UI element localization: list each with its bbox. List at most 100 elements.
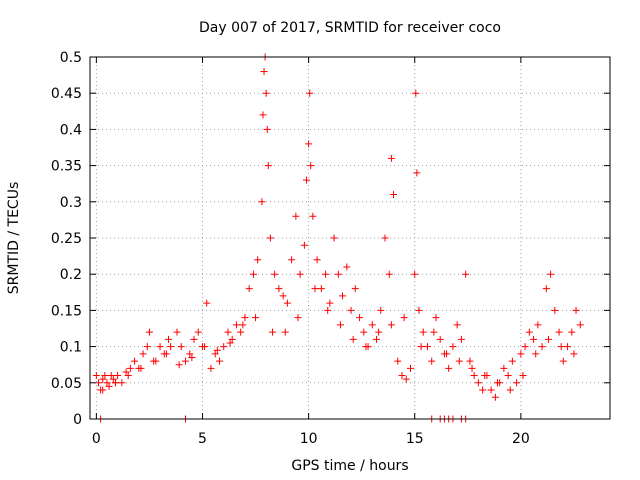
data-point: [313, 256, 321, 264]
x-tick-label: 10: [300, 431, 318, 447]
data-point: [175, 361, 183, 369]
y-tick-label: 0.45: [51, 86, 82, 102]
data-point: [173, 328, 181, 336]
data-point: [260, 67, 268, 75]
data-point: [249, 270, 257, 278]
data-point: [254, 256, 262, 264]
data-point: [347, 306, 355, 314]
data-point: [519, 372, 527, 380]
data-point: [150, 357, 158, 365]
data-point: [368, 321, 376, 329]
data-point: [309, 212, 317, 220]
y-tick-label: 0.4: [60, 122, 82, 138]
data-point: [468, 364, 476, 372]
data-point: [188, 353, 196, 361]
data-point: [466, 357, 474, 365]
data-point: [436, 335, 444, 343]
x-tick-label: 20: [512, 431, 530, 447]
data-point: [105, 382, 113, 390]
data-point: [92, 372, 100, 380]
data-point: [111, 379, 119, 387]
data-point: [239, 321, 247, 329]
data-point: [570, 350, 578, 358]
data-point: [322, 270, 330, 278]
data-point: [201, 343, 209, 351]
data-point: [544, 335, 552, 343]
chart-title: Day 007 of 2017, SRMTID for receiver coc…: [199, 20, 501, 36]
data-point: [412, 89, 420, 97]
data-point: [381, 234, 389, 242]
data-point: [334, 270, 342, 278]
data-point: [462, 270, 470, 278]
data-point: [402, 375, 410, 383]
data-point: [252, 314, 260, 322]
data-point: [165, 335, 173, 343]
data-point: [508, 357, 516, 365]
data-point: [419, 328, 427, 336]
data-point: [387, 154, 395, 162]
data-point: [455, 357, 463, 365]
data-point: [245, 285, 253, 293]
data-point: [479, 386, 487, 394]
data-point: [572, 306, 580, 314]
data-point: [228, 335, 236, 343]
data-point: [445, 364, 453, 372]
data-point: [241, 314, 249, 322]
data-point: [538, 343, 546, 351]
data-point: [211, 350, 219, 358]
data-point: [362, 343, 370, 351]
y-tick-label: 0.35: [51, 159, 82, 175]
data-point: [385, 270, 393, 278]
data-point: [349, 335, 357, 343]
y-tick-label: 0: [73, 412, 82, 428]
data-point: [307, 162, 315, 170]
data-point: [281, 328, 289, 336]
y-tick-label: 0.5: [60, 50, 82, 66]
data-point: [203, 299, 211, 307]
y-tick-label: 0.1: [60, 340, 82, 356]
plot-frame: [89, 56, 611, 420]
x-tick-label: 15: [406, 431, 424, 447]
data-point: [506, 386, 514, 394]
data-point: [279, 292, 287, 300]
data-point: [494, 379, 502, 387]
data-point: [390, 191, 398, 199]
y-tick-label: 0.2: [60, 267, 82, 283]
data-point: [564, 343, 572, 351]
data-point: [143, 343, 151, 351]
y-tick-label: 0.05: [51, 376, 82, 392]
data-point: [398, 372, 406, 380]
data-point: [213, 346, 221, 354]
data-point: [415, 306, 423, 314]
data-point: [99, 386, 107, 394]
data-point: [101, 372, 109, 380]
data-point: [557, 343, 565, 351]
data-point: [266, 234, 274, 242]
data-point: [124, 372, 132, 380]
data-point: [264, 162, 272, 170]
x-tick-label: 0: [92, 431, 101, 447]
data-point: [300, 241, 308, 249]
data-points: [92, 53, 584, 423]
data-point: [139, 350, 147, 358]
data-point: [443, 350, 451, 358]
data-point: [400, 314, 408, 322]
data-point: [263, 125, 271, 133]
data-point: [94, 379, 102, 387]
data-point: [532, 350, 540, 358]
data-point: [317, 285, 325, 293]
data-point: [122, 368, 130, 376]
data-point: [351, 285, 359, 293]
data-point: [258, 198, 266, 206]
data-point: [343, 263, 351, 271]
data-point: [302, 176, 310, 184]
data-point: [275, 285, 283, 293]
data-point: [271, 270, 279, 278]
data-point: [530, 335, 538, 343]
data-point: [423, 343, 431, 351]
data-point: [296, 270, 304, 278]
data-point: [156, 343, 164, 351]
x-axis-label: GPS time / hours: [291, 458, 408, 474]
data-point: [430, 328, 438, 336]
data-point: [568, 328, 576, 336]
